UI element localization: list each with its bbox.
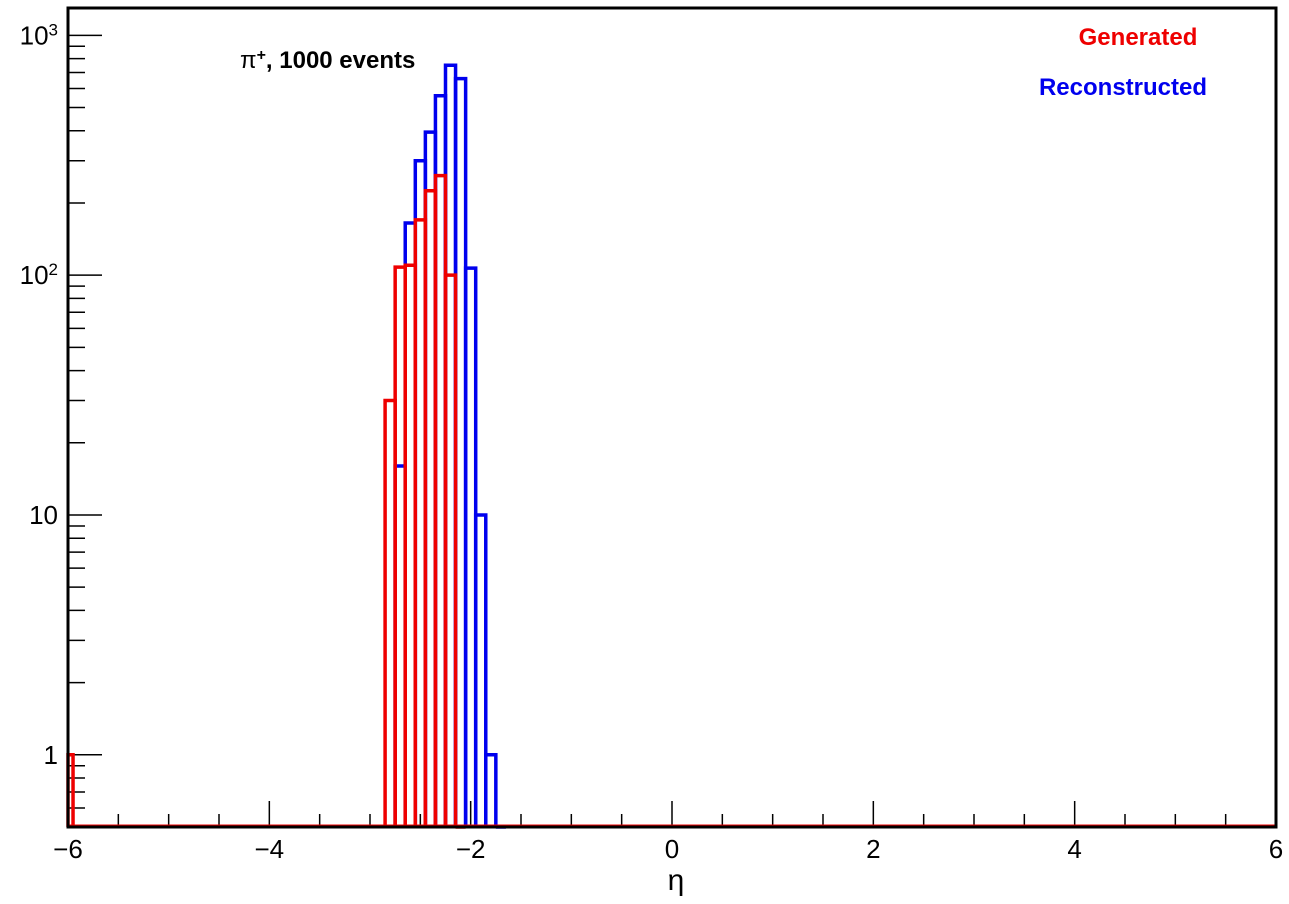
y-tick-label: 1 — [44, 740, 58, 770]
histogram-bin-generated — [443, 273, 458, 827]
axis-ticks — [67, 34, 1277, 828]
y-tick-label: 103 — [20, 20, 58, 51]
plot-frame — [66, 6, 1278, 829]
annotation-symbol: π — [240, 47, 257, 74]
y-tick-label: 102 — [20, 260, 58, 291]
annotation-text: π+, 1000 events — [240, 47, 415, 75]
x-tick-label: 2 — [866, 834, 880, 864]
legend-entry-reconstructed: Reconstructed — [1039, 74, 1207, 101]
legend-entry-generated: Generated — [1079, 24, 1198, 51]
histogram-bin-reconstructed — [484, 753, 498, 827]
annotation-charge: + — [257, 47, 266, 64]
x-tick-label: −6 — [53, 834, 83, 864]
x-tick-label: −4 — [255, 834, 285, 864]
x-tick-label: 0 — [665, 834, 679, 864]
x-tick-label: −2 — [456, 834, 486, 864]
annotation-events: , 1000 events — [266, 47, 415, 74]
x-axis-label: η — [668, 864, 685, 897]
histogram-series — [66, 63, 1276, 829]
tick-labels: −6 −4 −2 0 2 4 6 1 10 102 103 — [20, 20, 1284, 864]
x-tick-label: 4 — [1067, 834, 1081, 864]
histogram-bin-reconstructed — [473, 513, 488, 827]
y-tick-label: 10 — [29, 500, 58, 530]
x-tick-label: 6 — [1269, 834, 1283, 864]
